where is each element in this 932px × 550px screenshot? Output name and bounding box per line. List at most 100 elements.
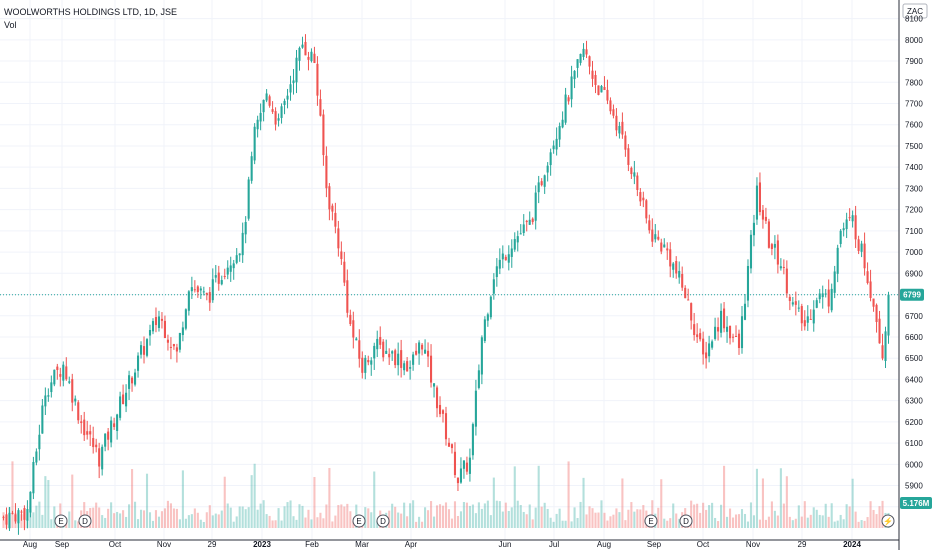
volume-bar [214,513,217,528]
volume-bar [310,519,313,528]
volume-bar [32,512,35,528]
volume-bar [41,514,44,528]
volume-bar [477,502,480,528]
volume-bar [669,518,672,528]
candle-body [606,89,609,101]
candle-body [645,200,648,219]
candle-body [815,300,818,308]
candle-body [238,253,241,256]
candle-body [489,296,492,318]
volume-bar [528,504,531,528]
chart-legend: WOOLWORTHS HOLDINGS LTD, 1D, JSE Vol [4,6,177,32]
candle-body [639,192,642,202]
volume-bar [68,511,71,528]
event-marker-dividend[interactable] [376,514,390,528]
volume-bar [866,517,869,528]
volume-bar [438,504,442,528]
time-axis[interactable]: Aug Sep Oct Nov 29 2023 Feb Mar Apr Jun Jul Aug Sep O… [23,540,862,549]
volume-bar [579,501,582,528]
candle-body [14,514,17,522]
event-marker-earnings[interactable] [644,514,658,528]
price-tick-label: 6300 [905,397,923,406]
volume-bar [881,500,884,528]
candle-body [483,319,486,341]
volume-bar [122,510,125,528]
event-marker-dividend[interactable] [78,514,92,528]
volume-bar [594,512,597,528]
candle-body [432,383,436,387]
volume-bar [791,520,794,528]
volume-bar [797,505,800,528]
candle-body [782,266,785,268]
candle-body [71,379,74,403]
event-markers[interactable]: E D E D E D ⚡ [54,514,895,528]
candle-body [830,288,833,311]
candle-body [675,261,678,274]
event-marker-dividend[interactable] [679,514,693,528]
volume-bar [824,503,827,528]
event-marker-earnings[interactable] [54,514,68,528]
volume-bar [286,502,289,528]
volume-bar [151,520,155,528]
candle-body [110,420,113,443]
time-tick-label: 29 [208,540,217,549]
currency-box[interactable] [902,3,928,19]
candle-body [696,334,699,338]
volume-bar [38,501,41,528]
volume-bar [92,507,95,528]
candle-body [187,291,190,311]
candle-body [119,396,122,418]
volume-bar [125,516,128,528]
candle-body [555,138,558,150]
candle-body [770,244,773,249]
candle-body [367,360,370,363]
candle-body [400,350,403,368]
candle-body [134,372,137,385]
volume-bar [711,502,714,528]
volume-bar [585,514,588,528]
candle-body [265,93,268,101]
volume-bar [211,515,214,528]
time-tick-label: Oct [109,540,122,549]
candle-body [397,353,400,366]
candle-body [657,236,660,240]
volume-bar [582,477,585,528]
volume-bar [110,502,113,528]
candle-body [872,298,875,307]
candle-body [331,205,334,212]
candle-body [157,316,161,328]
candle-body [113,423,116,427]
volume-bar [606,520,609,528]
volume-bar [504,502,507,528]
volume-bar [558,508,561,528]
candle-body [618,125,621,134]
candle-body [863,243,866,269]
time-tick-label: Feb [305,540,319,549]
volume-bar [435,505,439,528]
volume-bar [187,515,190,528]
volume-bar [316,517,319,528]
volume-bar [241,506,244,528]
volume-bar [552,521,555,528]
volume-bar [717,521,720,528]
event-marker-earnings[interactable] [352,514,366,528]
volume-bar [346,503,349,528]
candle-body [507,254,510,263]
candle-body [154,317,158,326]
candle-body [651,229,654,242]
volume-bar [636,509,639,528]
volume-bar [779,468,782,528]
volume-bar [720,504,723,528]
volume-bar [513,466,516,528]
volume-bar [621,478,624,528]
event-marker-letter: D [683,517,689,526]
candle-body [866,271,869,284]
volume-bar [746,521,750,528]
candle-body [708,343,711,357]
price-tick-label: 7900 [905,57,923,66]
candle-body [29,491,32,513]
event-marker-split[interactable] [881,514,895,528]
volume-bar [391,503,394,528]
candle-body [812,309,815,324]
